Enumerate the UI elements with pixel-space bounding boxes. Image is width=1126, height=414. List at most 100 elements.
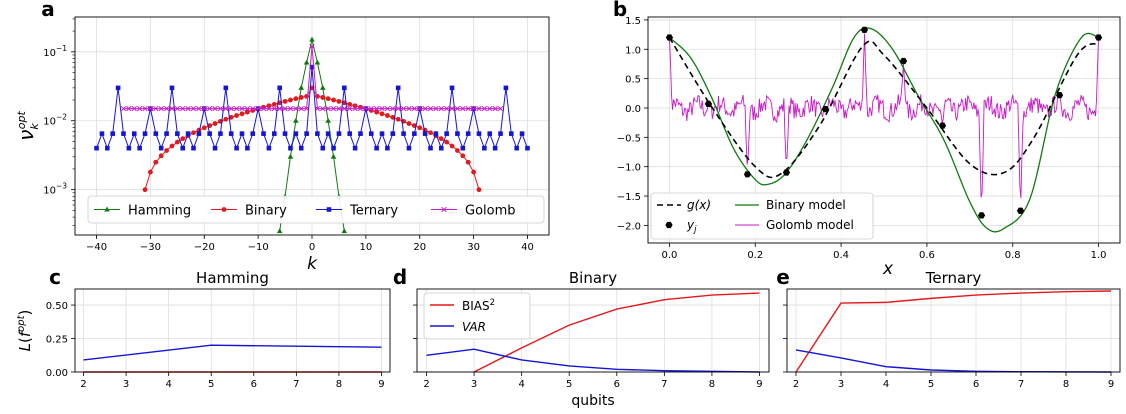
point-golomb-b	[427, 105, 434, 112]
point-golomb	[212, 105, 218, 112]
point-golomb-b	[126, 105, 132, 112]
point-golomb-b	[470, 105, 477, 112]
point-binary	[455, 148, 460, 153]
line-bias2-e	[795, 290, 1112, 373]
xtick-label-a: 10	[359, 242, 372, 253]
point-ternary	[207, 131, 212, 136]
point-ternary	[191, 145, 196, 151]
point-golomb-b	[153, 105, 159, 112]
point-binary	[347, 101, 353, 107]
point-ternary	[444, 131, 449, 136]
xtick-label-d: 4	[518, 379, 524, 390]
point-binary	[293, 96, 299, 102]
point-golomb	[190, 105, 197, 112]
point-golomb	[465, 105, 471, 112]
line-g-x	[668, 37, 1099, 179]
point-ternary	[175, 131, 180, 136]
point-golomb-b	[163, 105, 170, 112]
point-golomb-b	[487, 105, 493, 112]
point-ternary	[336, 131, 342, 136]
ytick-label-a: 10−3	[43, 182, 67, 197]
point-golomb-b	[228, 105, 234, 112]
point-y-j	[1055, 91, 1064, 99]
line-var-e	[795, 349, 1112, 373]
point-golomb	[336, 105, 342, 112]
point-golomb	[368, 105, 374, 112]
xtick-label-c: 7	[293, 379, 299, 390]
point-golomb-b	[185, 105, 191, 112]
point-golomb	[201, 105, 207, 112]
point-golomb-b	[255, 105, 261, 112]
axes-d-frame	[416, 288, 770, 373]
legend-b	[650, 192, 874, 240]
point-ternary	[374, 145, 379, 151]
point-golomb-b	[131, 105, 137, 112]
point-ternary	[196, 131, 202, 136]
point-golomb-b	[180, 105, 186, 112]
point-binary	[148, 169, 153, 175]
xtick-label-a: 0	[309, 242, 315, 253]
xlabel-a: k	[307, 254, 318, 274]
point-golomb-b	[120, 105, 127, 112]
point-golomb-b	[271, 105, 277, 112]
point-ternary	[250, 131, 256, 136]
title-e: Ternary	[925, 269, 982, 287]
point-binary	[271, 101, 277, 107]
xtick-label-c: 5	[208, 379, 214, 390]
legend-marker-y-j	[665, 221, 673, 229]
point-golomb	[196, 105, 202, 112]
xtick-label-a: −10	[248, 242, 269, 253]
point-golomb	[255, 105, 261, 112]
point-y-j	[899, 57, 908, 65]
point-golomb-b	[147, 105, 154, 112]
point-golomb-b	[465, 105, 471, 112]
point-ternary	[476, 131, 482, 136]
point-golomb-b	[433, 105, 439, 112]
point-golomb	[341, 105, 347, 112]
line-golomb-model	[669, 33, 1099, 198]
point-golomb	[460, 105, 466, 112]
point-ternary	[218, 131, 223, 136]
point-ternary	[422, 131, 428, 136]
point-golomb-b	[341, 105, 347, 112]
point-golomb-b	[217, 105, 224, 112]
point-binary	[234, 113, 239, 118]
point-golomb-b	[449, 105, 455, 112]
point-hamming	[287, 153, 294, 159]
ylabel-c: L(fopt)	[16, 310, 34, 352]
point-golomb-b	[406, 105, 412, 112]
point-golomb	[417, 105, 423, 112]
legend-label-g-x: g(x)	[687, 198, 711, 212]
point-golomb-b	[336, 105, 342, 112]
point-golomb-b	[390, 105, 396, 112]
point-ternary	[514, 145, 519, 151]
xtick-label-c: 8	[336, 379, 342, 390]
point-ternary	[325, 131, 331, 136]
point-ternary	[266, 145, 272, 151]
point-golomb-b	[395, 105, 401, 112]
point-golomb-b	[158, 105, 164, 112]
xtick-label-a: −40	[86, 242, 107, 253]
point-y-j	[938, 122, 947, 129]
ytick-label-c: 0.50	[46, 301, 68, 312]
point-golomb	[126, 105, 132, 112]
point-golomb	[384, 105, 391, 112]
point-binary	[298, 95, 304, 100]
legend-label-binary: Binary	[245, 204, 287, 219]
point-ternary	[465, 131, 471, 136]
point-golomb	[363, 105, 369, 112]
point-binary	[395, 116, 401, 122]
point-golomb	[492, 105, 498, 112]
point-golomb	[320, 105, 326, 112]
point-binary	[320, 95, 326, 100]
legend-label-y-j: yj	[686, 218, 697, 235]
point-binary	[158, 153, 164, 159]
point-golomb	[406, 105, 412, 112]
point-golomb-b	[233, 105, 240, 112]
point-golomb-b	[373, 105, 380, 112]
panel-label-c: c	[49, 265, 61, 289]
point-ternary	[115, 85, 121, 91]
point-golomb	[185, 105, 191, 112]
line-bias2-d	[473, 292, 760, 373]
point-golomb-b	[411, 105, 417, 112]
